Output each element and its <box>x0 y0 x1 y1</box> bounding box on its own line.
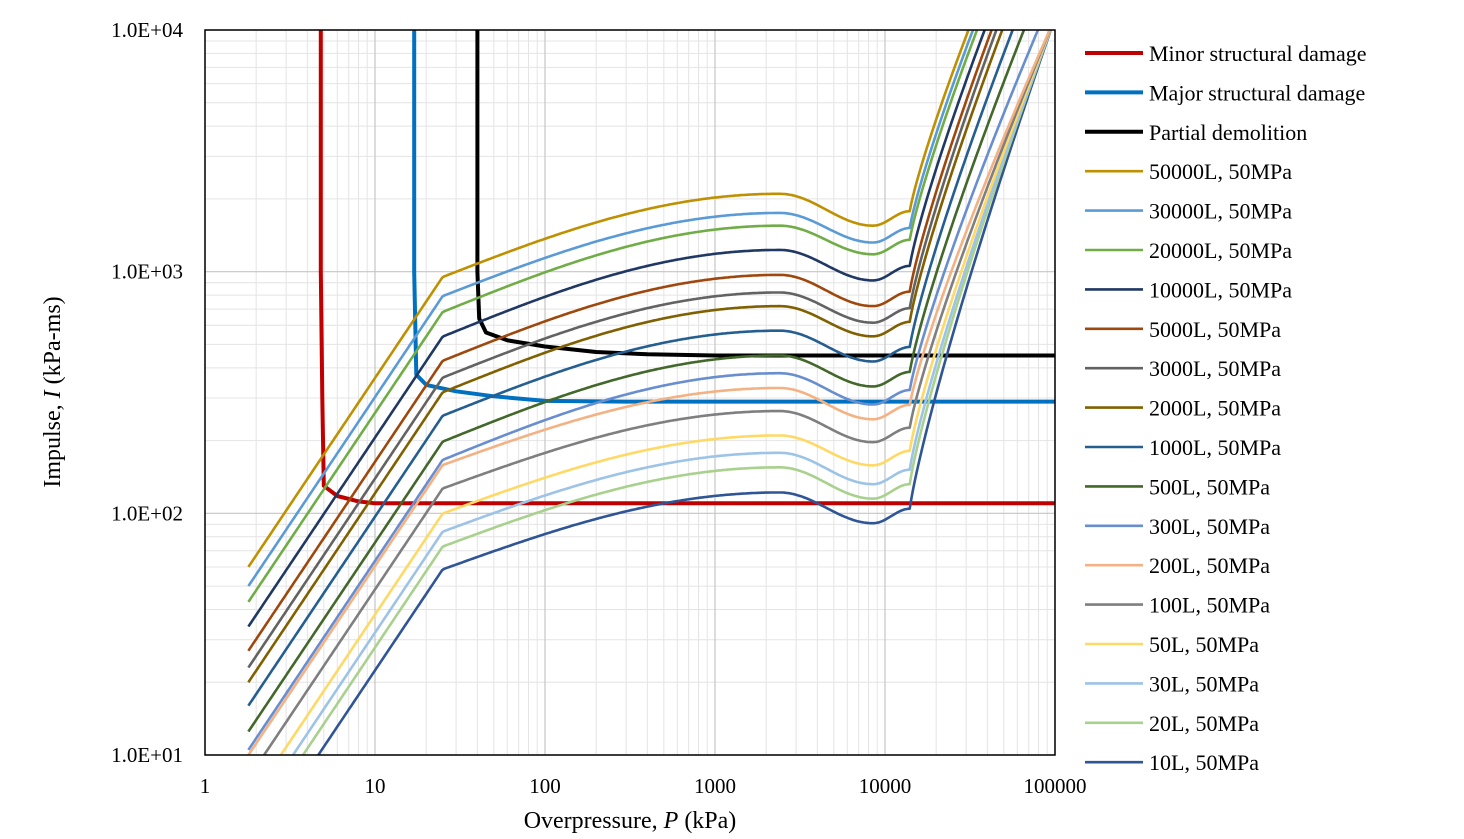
x-tick-label: 1000 <box>694 774 736 798</box>
y-tick-label: 1.0E+04 <box>111 18 183 42</box>
x-tick-label: 10 <box>365 774 386 798</box>
damage-threshold-line <box>412 30 1055 404</box>
legend-label: 30000L, 50MPa <box>1149 199 1292 224</box>
vessel-series-line <box>247 30 998 669</box>
legend-label: Major structural damage <box>1149 80 1365 105</box>
vessel-series-line <box>247 30 1040 751</box>
legend-label: 3000L, 50MPa <box>1149 356 1281 381</box>
vessel-series-line <box>247 30 1052 755</box>
x-tick-label: 1 <box>200 774 211 798</box>
vessel-series-line <box>301 30 1052 755</box>
vessel-series-line <box>247 30 979 603</box>
y-tick-label: 1.0E+03 <box>111 260 183 284</box>
legend-label: 100L, 50MPa <box>1149 593 1270 618</box>
series-layer <box>247 30 1055 755</box>
vessel-series-line <box>247 30 975 587</box>
vessel-series-line <box>247 30 1026 733</box>
vessel-series-line <box>291 30 1052 755</box>
y-axis-title: Impulse, I (kPa-ms) <box>40 296 66 487</box>
legend-label: 2000L, 50MPa <box>1149 396 1281 421</box>
legend-label: 5000L, 50MPa <box>1149 317 1281 342</box>
vessel-series-line <box>316 30 1053 755</box>
vessel-series-line <box>247 30 1004 684</box>
legend-label: 300L, 50MPa <box>1149 514 1270 539</box>
vessel-series-line <box>279 30 1052 755</box>
legend-label: 500L, 50MPa <box>1149 474 1270 499</box>
damage-threshold-line <box>475 30 1055 358</box>
legend-label: 200L, 50MPa <box>1149 553 1270 578</box>
legend-label: 30L, 50MPa <box>1149 671 1259 696</box>
y-tick-label: 1.0E+01 <box>111 743 183 767</box>
legend-label: Minor structural damage <box>1149 41 1367 66</box>
vessel-series-line <box>247 30 993 652</box>
legend-label: 1000L, 50MPa <box>1149 435 1281 460</box>
x-axis-title: Overpressure, P (kPa) <box>524 808 737 834</box>
legend-label: 50000L, 50MPa <box>1149 159 1292 184</box>
x-tick-label: 10000 <box>859 774 912 798</box>
legend-label: 10L, 50MPa <box>1149 750 1259 775</box>
y-axis: 1.0E+01 1.0E+02 1.0E+03 1.0E+04 <box>111 18 183 767</box>
x-tick-label: 100000 <box>1024 774 1087 798</box>
vessel-series-line <box>247 30 1015 707</box>
legend-label: Partial demolition <box>1149 120 1307 145</box>
vessel-series-line <box>262 30 1052 755</box>
legend-label: 20000L, 50MPa <box>1149 238 1292 263</box>
x-tick-label: 100 <box>529 774 561 798</box>
legend-label: 20L, 50MPa <box>1149 711 1259 736</box>
x-axis: 1 10 100 1000 10000 100000 <box>200 774 1087 798</box>
y-tick-label: 1.0E+02 <box>111 501 183 525</box>
plot-area-border <box>204 29 1056 756</box>
vessel-series-line <box>247 30 987 628</box>
vessel-series-line <box>247 30 970 568</box>
legend-label: 50L, 50MPa <box>1149 632 1259 657</box>
legend: Minor structural damage Major structural … <box>1085 41 1367 775</box>
legend-label: 10000L, 50MPa <box>1149 277 1292 302</box>
